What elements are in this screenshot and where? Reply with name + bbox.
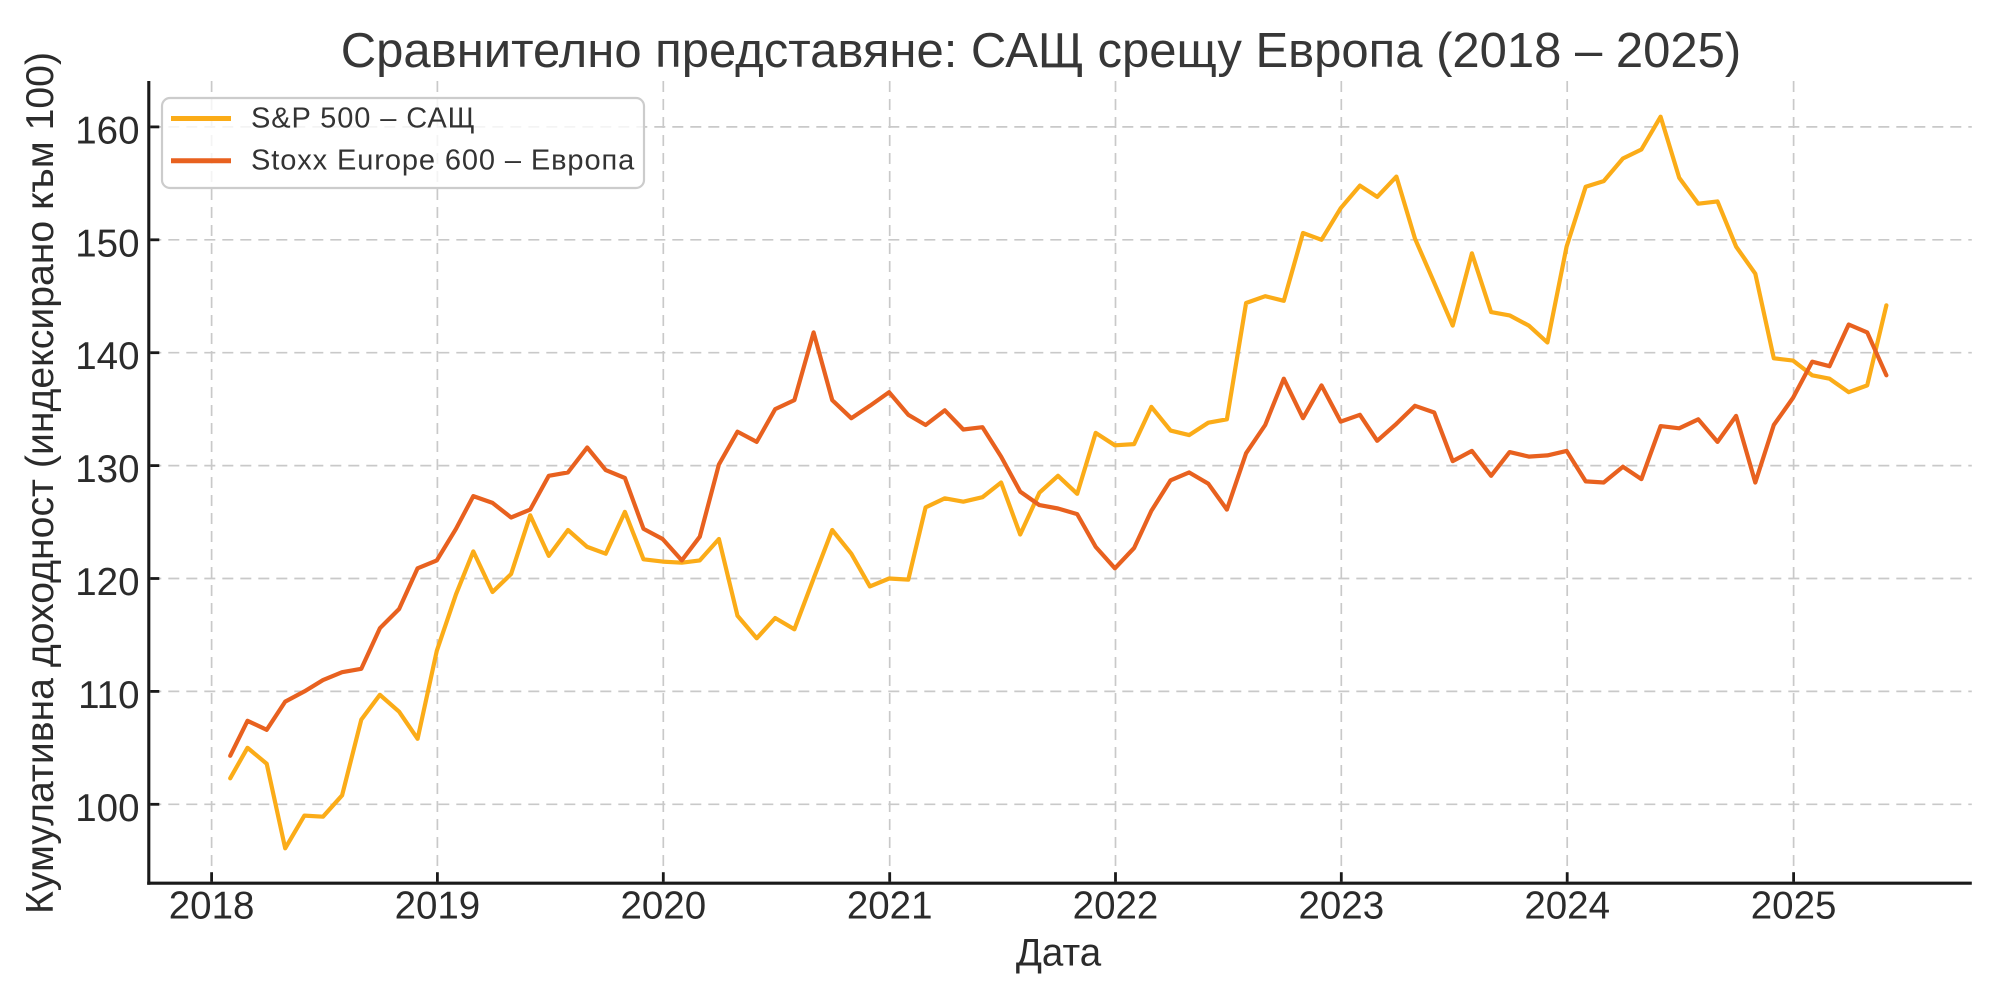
svg-text:120: 120 bbox=[75, 561, 139, 604]
svg-text:160: 160 bbox=[75, 109, 139, 152]
svg-text:S&P 500 – САЩ: S&P 500 – САЩ bbox=[251, 103, 476, 135]
svg-text:2023: 2023 bbox=[1298, 885, 1384, 928]
svg-text:2025: 2025 bbox=[1751, 885, 1837, 928]
svg-text:2024: 2024 bbox=[1524, 885, 1610, 928]
svg-text:2019: 2019 bbox=[395, 885, 481, 928]
svg-text:2022: 2022 bbox=[1073, 885, 1159, 928]
svg-text:150: 150 bbox=[75, 222, 139, 265]
svg-text:Кумулативна доходност (индекси: Кумулативна доходност (индексирано към 1… bbox=[19, 52, 62, 914]
svg-text:100: 100 bbox=[75, 787, 139, 830]
svg-text:130: 130 bbox=[75, 448, 139, 491]
svg-text:Сравнително представяне: САЩ с: Сравнително представяне: САЩ срещу Европ… bbox=[341, 24, 1741, 78]
svg-text:Stoxx Europe 600 – Европа: Stoxx Europe 600 – Европа bbox=[251, 145, 635, 177]
svg-text:110: 110 bbox=[78, 674, 139, 717]
svg-text:2021: 2021 bbox=[847, 885, 933, 928]
svg-text:2018: 2018 bbox=[169, 885, 255, 928]
svg-text:2020: 2020 bbox=[620, 885, 706, 928]
svg-text:140: 140 bbox=[75, 335, 139, 378]
svg-text:Дата: Дата bbox=[1016, 932, 1102, 975]
